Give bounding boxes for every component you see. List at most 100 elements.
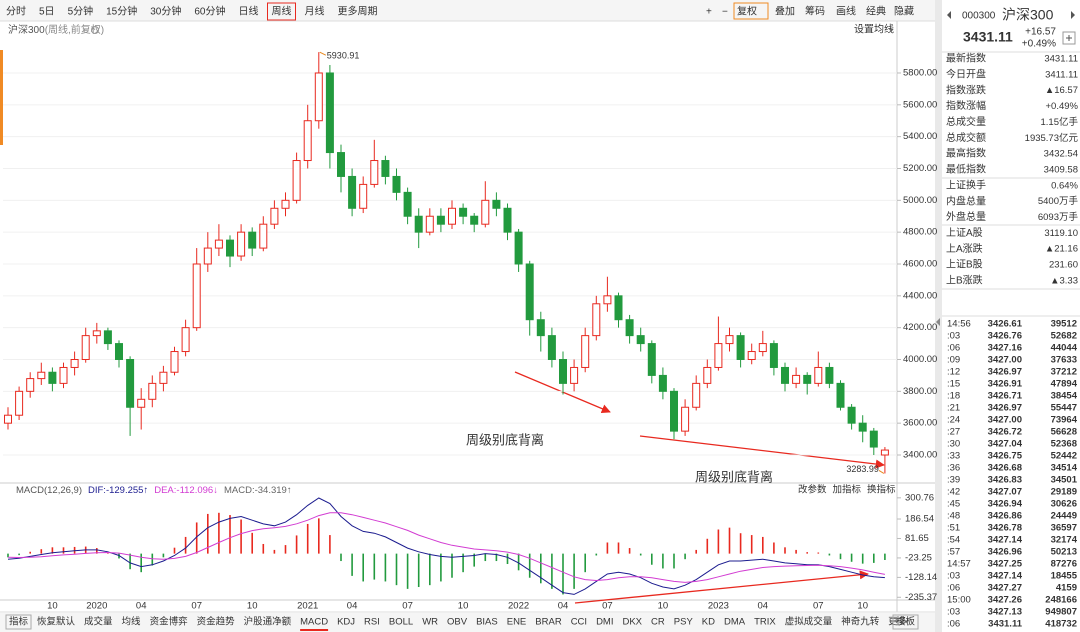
trade-time: :39 xyxy=(947,475,960,486)
indicator-tab[interactable]: TRIX xyxy=(754,617,776,628)
candle-body xyxy=(436,215,445,225)
macd-bar xyxy=(62,547,65,554)
period-tab[interactable]: 分时 xyxy=(6,6,26,18)
y-tick-label: -235.37 xyxy=(905,592,937,603)
tool-button[interactable]: 叠加 xyxy=(775,6,795,18)
indicator-tab[interactable]: BRAR xyxy=(535,617,562,628)
trade-time: :54 xyxy=(947,535,960,546)
indicator-tab[interactable]: PSY xyxy=(674,617,694,628)
indicator-tab[interactable]: KDJ xyxy=(337,617,355,628)
ma-settings[interactable]: 设置均线 xyxy=(854,23,894,36)
y-tick-label: 4800.00 xyxy=(903,227,937,238)
indicator-tab[interactable]: DMI xyxy=(596,617,613,628)
period-tab[interactable]: 日线 xyxy=(239,5,259,18)
template-button[interactable]: 模板 xyxy=(896,616,916,628)
indicator-tab[interactable]: 虚拟成交量 xyxy=(785,616,833,628)
macd-bar xyxy=(817,552,820,554)
quote-price: 3431.11 xyxy=(963,29,1013,45)
macd-bar xyxy=(473,553,475,567)
y-tick-label: 3600.00 xyxy=(903,418,937,429)
indicator-tab[interactable]: WR xyxy=(422,617,438,628)
tool-button[interactable]: 筹码 xyxy=(805,5,825,18)
macd-bar xyxy=(251,532,253,554)
indicator-tab[interactable]: DKX xyxy=(622,617,642,628)
macd-button[interactable]: 改参数 xyxy=(798,484,827,496)
indicator-tab[interactable]: MACD xyxy=(300,617,328,628)
indicator-tab[interactable]: KD xyxy=(702,617,715,628)
indicator-tab[interactable]: 成交量 xyxy=(84,616,113,628)
indicator-tab[interactable]: ENE xyxy=(507,617,527,628)
tool-button[interactable]: + xyxy=(706,7,712,18)
indicator-tab[interactable]: 神奇九转 xyxy=(841,616,880,628)
trade-price: 3426.97 xyxy=(988,403,1022,414)
indicator-tab[interactable]: 资金博弈 xyxy=(150,616,189,628)
macd-button[interactable]: 加指标 xyxy=(833,484,862,496)
title: 沪深300 xyxy=(8,23,45,36)
trade-time: :09 xyxy=(947,355,960,366)
gear-icon[interactable] xyxy=(91,26,99,34)
annotation: 周级别底背离 xyxy=(466,432,544,447)
indicator-tab[interactable]: BIAS xyxy=(476,617,498,628)
period-tab[interactable]: 60分钟 xyxy=(194,5,225,18)
candle-body xyxy=(647,343,656,376)
tool-button[interactable]: 隐藏 xyxy=(894,6,914,18)
period-tab[interactable]: 月线 xyxy=(305,5,325,18)
trade-volume: 4159 xyxy=(1056,583,1077,594)
macd-bar xyxy=(506,553,509,565)
legend-arrow: ↓ xyxy=(213,485,218,496)
active-tool-box xyxy=(733,2,769,20)
period-tab[interactable]: 周线 xyxy=(272,5,292,18)
indicator-tab[interactable]: CR xyxy=(651,617,665,628)
period-tab[interactable]: 5日 xyxy=(39,7,55,18)
y-tick-label: 4400.00 xyxy=(903,290,937,301)
trade-time: :45 xyxy=(947,499,960,510)
candle-body xyxy=(126,359,135,408)
add-box[interactable] xyxy=(1062,31,1076,45)
tabs-bg xyxy=(0,613,935,632)
tool-button[interactable]: − xyxy=(722,7,728,18)
indicator-tab[interactable]: RSI xyxy=(364,617,380,628)
tool-button[interactable]: 复权 xyxy=(737,5,757,18)
period-tab[interactable]: 5分钟 xyxy=(68,5,94,18)
indicator-tab[interactable]: 指标 xyxy=(9,616,29,628)
indicator-tab[interactable]: OBV xyxy=(447,617,468,628)
tool-button[interactable]: 画线 xyxy=(836,5,856,18)
y-tick-label: 300.76 xyxy=(905,492,934,503)
indicator-tab[interactable]: 恢复默认 xyxy=(37,616,76,628)
indicator-tab[interactable]: 均线 xyxy=(122,616,142,628)
macd-bar xyxy=(662,553,664,569)
splitter[interactable] xyxy=(935,0,942,632)
tool-button[interactable]: 经典 xyxy=(866,5,886,18)
candle-body xyxy=(825,366,834,384)
macd-bar xyxy=(207,513,209,554)
indicator-tab[interactable]: 资金趋势 xyxy=(197,616,236,628)
stat-label: 上B涨跌 xyxy=(946,274,983,287)
splitter-arrow[interactable] xyxy=(936,318,940,326)
trade-volume: 56628 xyxy=(1051,427,1077,438)
trade-volume: 418732 xyxy=(1045,619,1077,630)
candle-body xyxy=(303,120,312,162)
macd-bar xyxy=(540,553,542,584)
macd-bar xyxy=(462,553,464,573)
candle-body xyxy=(337,152,345,177)
candle-body xyxy=(4,414,12,424)
period-tab[interactable]: 15分钟 xyxy=(106,5,137,18)
indicator-tab[interactable]: 沪股通净额 xyxy=(244,616,292,628)
period-tab[interactable]: 30分钟 xyxy=(150,5,181,18)
prev-icon[interactable] xyxy=(947,11,951,19)
indicator-tab[interactable]: BOLL xyxy=(389,617,413,628)
subtitle: (周线,前复权) xyxy=(45,23,104,36)
quote-change: +16.57 xyxy=(1025,27,1056,38)
indicator-tab[interactable]: CCI xyxy=(571,617,587,628)
trade-time: :15 xyxy=(947,379,960,390)
macd-bar xyxy=(406,553,409,589)
period-tab[interactable]: 更多周期 xyxy=(338,5,378,18)
next-icon[interactable] xyxy=(1071,11,1075,19)
candle-body xyxy=(670,390,678,432)
indicator-tab[interactable]: DMA xyxy=(724,617,746,628)
macd-bar xyxy=(861,553,864,564)
legend-value: -112.096 xyxy=(176,485,213,496)
add-icon[interactable] xyxy=(1066,35,1072,41)
macd-button[interactable]: 换指标 xyxy=(867,484,896,496)
trade-price: 3427.26 xyxy=(988,595,1022,606)
